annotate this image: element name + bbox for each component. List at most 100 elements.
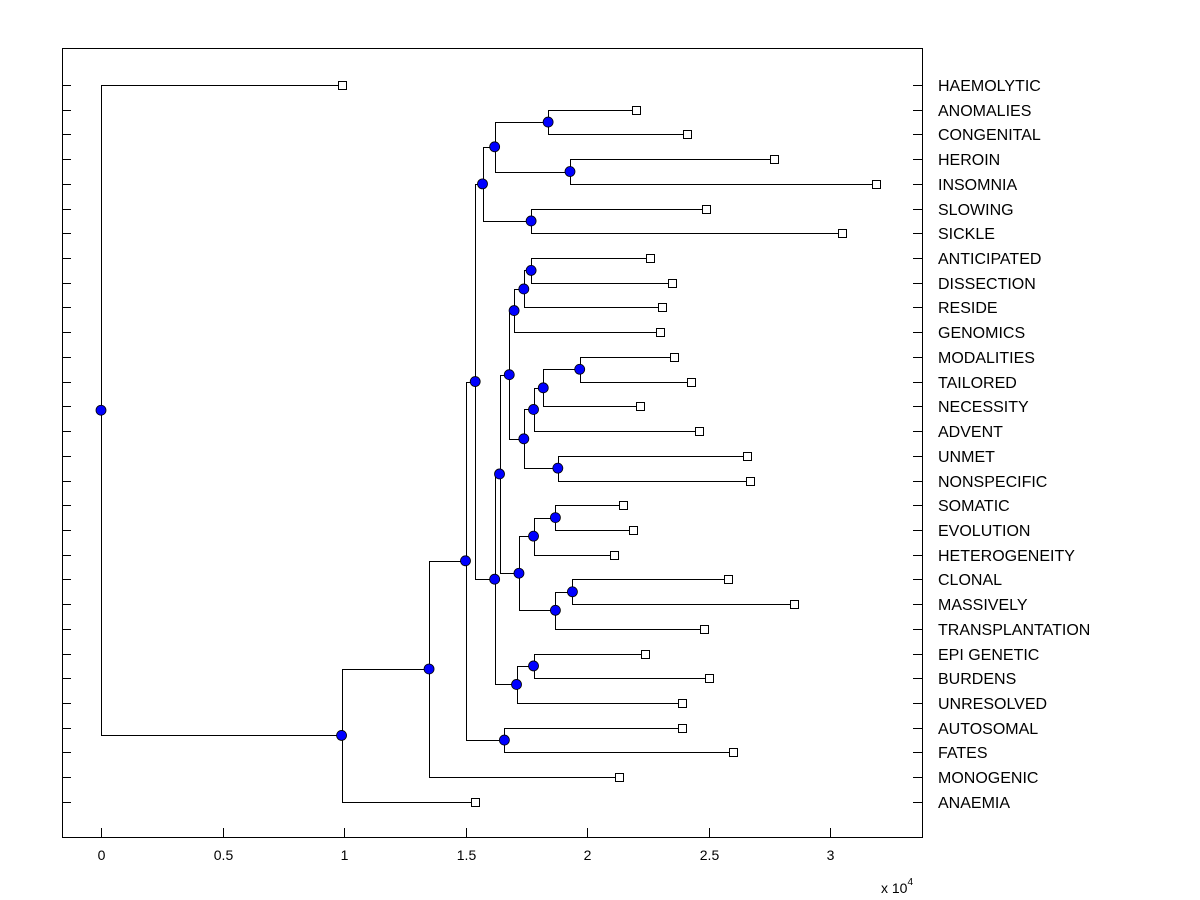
merge-node <box>498 734 510 746</box>
merge-node <box>528 530 539 542</box>
leaf-label: ANTICIPATED <box>938 251 1041 268</box>
dendrogram-branch <box>101 410 343 736</box>
dendrogram-branch <box>509 311 515 376</box>
leaf-marker <box>632 106 641 115</box>
plot-frame <box>62 48 923 838</box>
merge-node <box>477 178 488 190</box>
leaf-label: MASSIVELY <box>938 597 1028 614</box>
leaf-marker <box>683 130 692 139</box>
merge-node <box>494 468 505 480</box>
dendrogram-branch <box>531 209 707 222</box>
dendrogram-branch <box>509 375 525 440</box>
merge-node <box>542 116 554 128</box>
dendrogram-branch <box>475 184 484 383</box>
leaf-label: TRANSPLANTATION <box>938 622 1090 639</box>
dendrogram-branch <box>543 388 641 407</box>
merge-node <box>525 264 537 276</box>
dendrogram-branch <box>504 728 683 741</box>
dendrogram-branch <box>495 474 501 580</box>
leaf-label: HAEMOLYTIC <box>938 78 1041 95</box>
leaf-label: NONSPECIFIC <box>938 474 1047 491</box>
dendrogram-branch <box>548 110 637 123</box>
leaf-label: UNRESOLVED <box>938 696 1047 713</box>
x-tick-label: 0 <box>98 847 106 863</box>
x-tick-label: 0.5 <box>214 847 234 863</box>
dendrogram-branch <box>531 258 651 271</box>
leaf-label: SOMATIC <box>938 498 1010 515</box>
dendrogram-branch <box>466 382 476 562</box>
merge-node <box>489 573 501 585</box>
merge-node <box>567 586 578 598</box>
leaf-marker <box>790 600 799 609</box>
leaf-marker <box>338 81 347 90</box>
x-tick-label: 3 <box>827 847 835 863</box>
merge-node <box>336 730 347 741</box>
dendrogram-branch <box>514 311 661 333</box>
leaf-marker <box>746 477 755 486</box>
dendrogram-branch <box>534 654 646 667</box>
leaf-marker <box>610 551 619 560</box>
dendrogram-branch <box>580 369 692 383</box>
leaf-label: SLOWING <box>938 202 1014 219</box>
merge-node <box>574 363 586 375</box>
dendrogram-branch <box>495 147 571 173</box>
dendrogram-branch <box>572 592 795 605</box>
dendrogram-branch <box>570 172 877 185</box>
leaf-marker <box>700 625 709 634</box>
leaf-label: ADVENT <box>938 424 1003 441</box>
leaf-label: ANAEMIA <box>938 795 1010 812</box>
leaf-marker <box>838 229 847 238</box>
merge-node <box>564 166 576 177</box>
axis-ticks <box>62 85 922 837</box>
x-tick-label: 2.5 <box>700 847 720 863</box>
leaf-marker <box>656 328 665 337</box>
merge-node <box>513 567 525 579</box>
leaf-label: INSOMNIA <box>938 177 1017 194</box>
x-tick-label: 2 <box>584 847 592 863</box>
merge-node <box>503 369 515 381</box>
merge-node <box>528 660 539 672</box>
dendrogram-branch <box>495 579 518 685</box>
merge-node <box>550 604 561 616</box>
leaf-marker <box>641 650 650 659</box>
leaf-marker <box>668 279 677 288</box>
leaf-label: SICKLE <box>938 226 995 243</box>
leaf-marker <box>471 798 480 807</box>
leaf-label: ANOMALIES <box>938 103 1031 120</box>
leaf-markers <box>338 81 881 807</box>
dendrogram-branch <box>466 561 505 741</box>
leaf-marker <box>678 724 687 733</box>
dendrogram-branch <box>531 270 673 284</box>
merge-node <box>95 404 107 416</box>
leaf-label: CONGENITAL <box>938 127 1041 144</box>
leaf-marker <box>743 452 752 461</box>
leaf-label: UNMET <box>938 449 995 466</box>
dendrogram-branch <box>342 669 430 736</box>
leaf-label: FATES <box>938 745 988 762</box>
merge-node <box>525 215 537 227</box>
dendrogram-branch <box>555 505 624 519</box>
merge-node <box>518 283 530 295</box>
x-tick-labels: 0 0.5 1 1.5 2 2.5 3 <box>98 847 835 863</box>
leaf-marker <box>729 748 738 757</box>
dendrogram-branch <box>555 592 573 611</box>
leaf-marker <box>695 427 704 436</box>
dendrogram-branch <box>101 85 343 411</box>
leaf-marker <box>658 303 667 312</box>
dendrogram-branch <box>555 518 634 531</box>
leaf-marker <box>678 699 687 708</box>
dendrogram-branch <box>524 439 559 469</box>
merge-node <box>508 305 520 316</box>
leaf-label: RESIDE <box>938 300 998 317</box>
leaf-label: CLONAL <box>938 572 1002 589</box>
dendrogram-branch <box>483 184 532 222</box>
merge-node <box>460 555 471 567</box>
dendrogram-branch <box>495 122 549 148</box>
dendrogram-branch <box>548 122 688 135</box>
dendrogram-branch <box>500 474 520 574</box>
leaf-label: TAILORED <box>938 375 1017 392</box>
dendrogram-branch <box>524 289 663 308</box>
leaf-marker <box>636 402 645 411</box>
merge-node <box>518 433 530 445</box>
